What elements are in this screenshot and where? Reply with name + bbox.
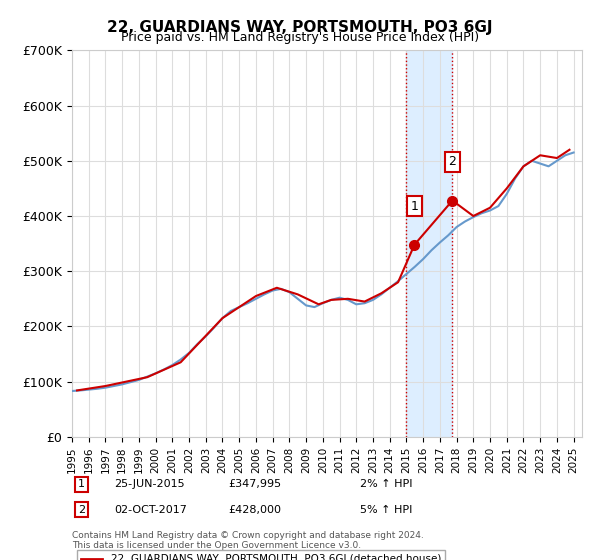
Text: 2: 2 (78, 505, 85, 515)
Text: Price paid vs. HM Land Registry's House Price Index (HPI): Price paid vs. HM Land Registry's House … (121, 31, 479, 44)
Text: £347,995: £347,995 (228, 479, 281, 489)
Text: £428,000: £428,000 (228, 505, 281, 515)
Text: 2: 2 (448, 156, 457, 169)
Text: 1: 1 (78, 479, 85, 489)
Text: 22, GUARDIANS WAY, PORTSMOUTH, PO3 6GJ: 22, GUARDIANS WAY, PORTSMOUTH, PO3 6GJ (107, 20, 493, 35)
Text: 2% ↑ HPI: 2% ↑ HPI (360, 479, 413, 489)
Text: 5% ↑ HPI: 5% ↑ HPI (360, 505, 412, 515)
Legend: 22, GUARDIANS WAY, PORTSMOUTH, PO3 6GJ (detached house), HPI: Average price, det: 22, GUARDIANS WAY, PORTSMOUTH, PO3 6GJ (… (77, 550, 445, 560)
Text: 02-OCT-2017: 02-OCT-2017 (114, 505, 187, 515)
Bar (406, 50, 452, 437)
Text: 1: 1 (410, 199, 418, 213)
Text: Contains HM Land Registry data © Crown copyright and database right 2024.
This d: Contains HM Land Registry data © Crown c… (72, 530, 424, 550)
Text: 25-JUN-2015: 25-JUN-2015 (114, 479, 185, 489)
